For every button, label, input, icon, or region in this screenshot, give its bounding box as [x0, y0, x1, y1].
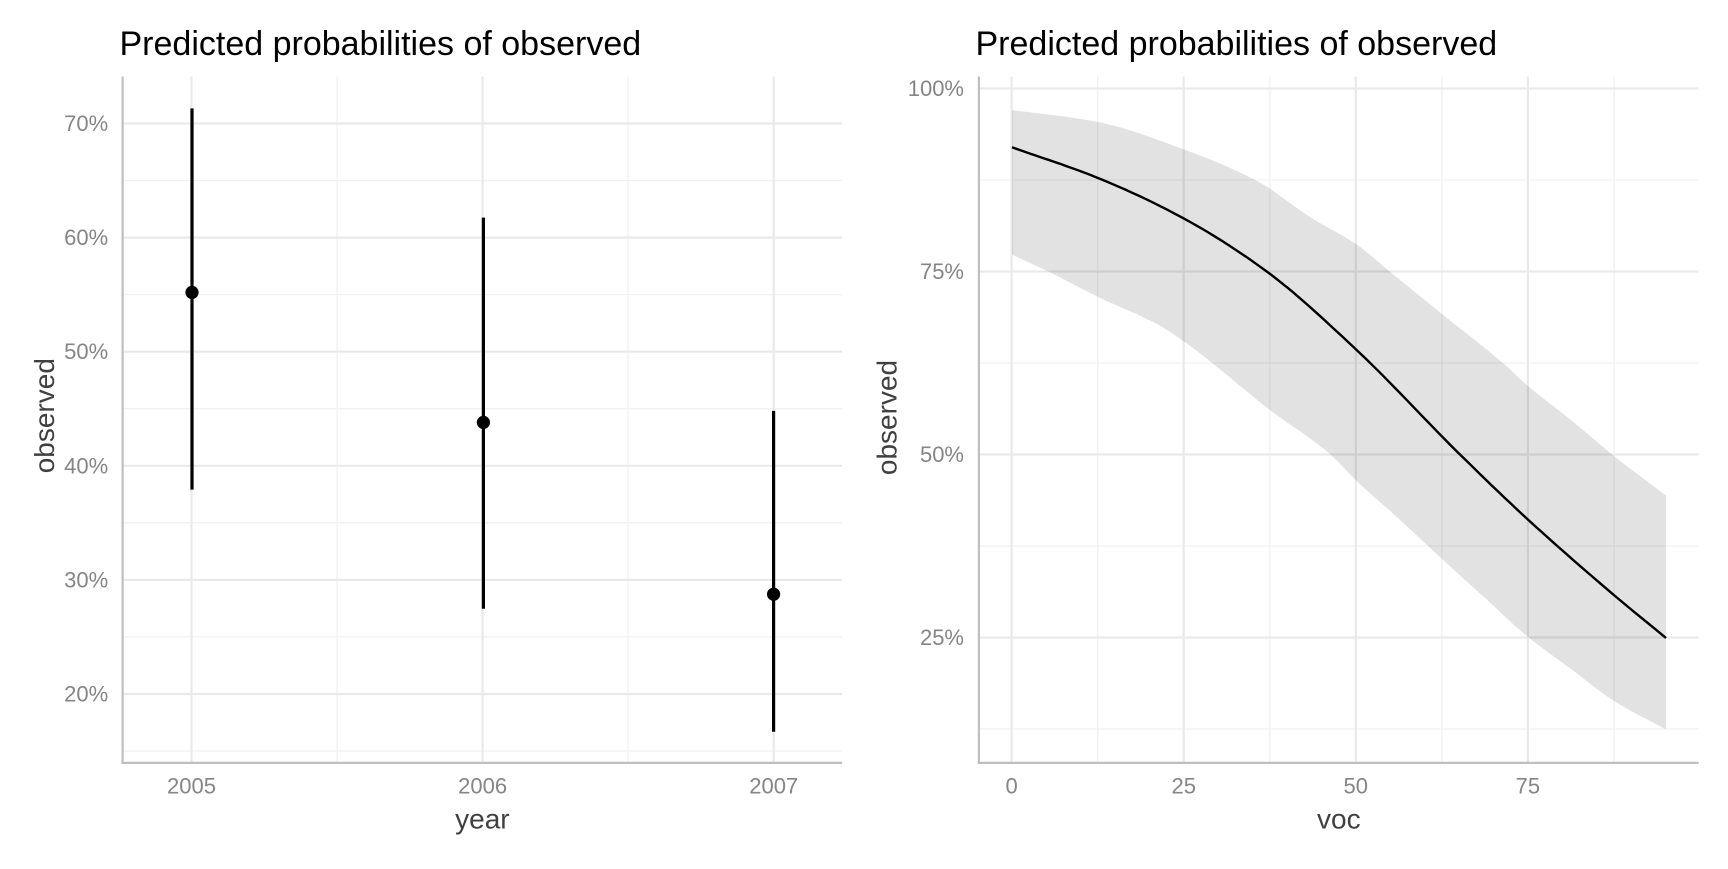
svg-text:Predicted probabilities of obs: Predicted probabilities of observed [976, 25, 1498, 63]
svg-text:Predicted probabilities of obs: Predicted probabilities of observed [120, 25, 642, 63]
svg-text:60%: 60% [64, 225, 108, 250]
svg-text:70%: 70% [64, 111, 108, 136]
svg-text:75: 75 [1516, 774, 1540, 799]
svg-text:75%: 75% [920, 259, 964, 284]
svg-text:50%: 50% [920, 442, 964, 467]
svg-text:2006: 2006 [458, 774, 507, 799]
svg-text:30%: 30% [64, 567, 108, 592]
svg-text:25%: 25% [920, 625, 964, 650]
svg-text:50: 50 [1344, 774, 1368, 799]
svg-text:observed: observed [29, 358, 60, 473]
svg-text:25: 25 [1171, 774, 1195, 799]
svg-text:2005: 2005 [167, 774, 216, 799]
svg-text:20%: 20% [64, 682, 108, 707]
svg-text:observed: observed [872, 360, 903, 475]
svg-text:2007: 2007 [749, 774, 798, 799]
svg-text:100%: 100% [908, 76, 964, 101]
svg-text:50%: 50% [64, 339, 108, 364]
svg-text:0: 0 [1005, 774, 1017, 799]
svg-text:year: year [455, 803, 509, 834]
svg-text:voc: voc [1317, 803, 1361, 834]
svg-text:40%: 40% [64, 453, 108, 478]
